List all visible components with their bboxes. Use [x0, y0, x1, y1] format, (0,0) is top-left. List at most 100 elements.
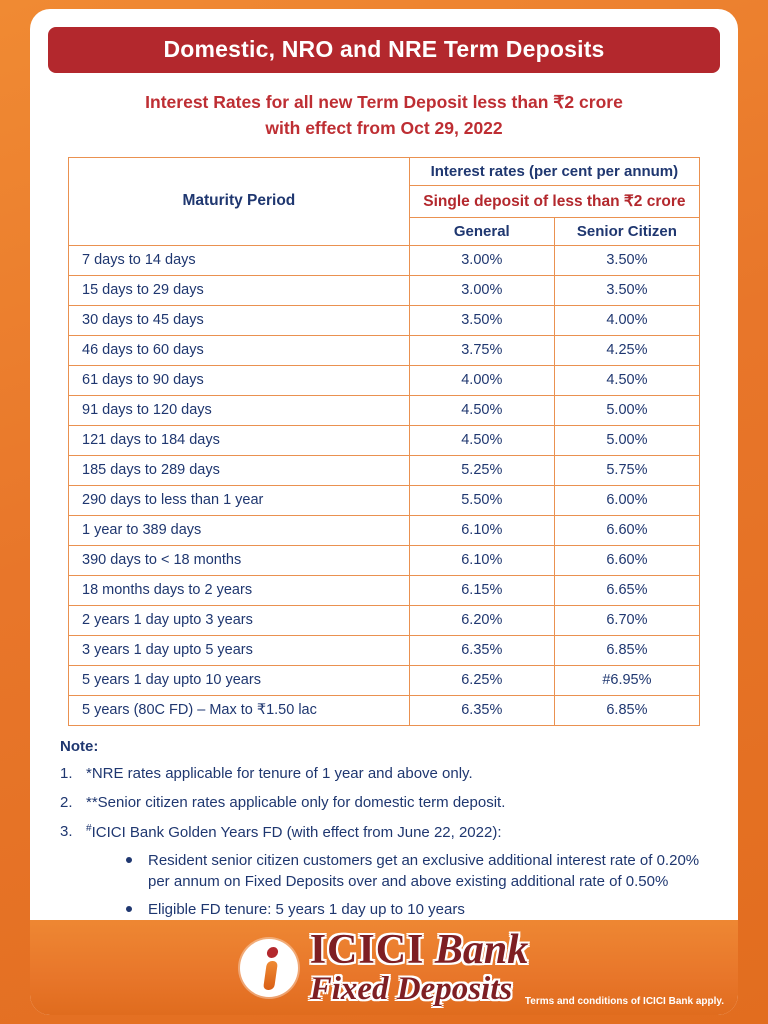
brand-icici: ICICI [309, 927, 425, 973]
general-rate-cell: 4.00% [408, 364, 555, 396]
table-row: 185 days to 289 days 5.25% 5.75% [68, 454, 701, 486]
senior-rate-cell: 6.85% [553, 694, 701, 726]
table-row: 1 year to 389 days 6.10% 6.60% [68, 514, 701, 546]
table-row: 5 years 1 day upto 10 years 6.25% #6.95% [68, 664, 701, 696]
bullet-icon [126, 905, 132, 912]
col-header-maturity: Maturity Period [68, 156, 410, 246]
table-row: 3 years 1 day upto 5 years 6.35% 6.85% [68, 634, 701, 666]
maturity-cell: 7 days to 14 days [68, 244, 410, 276]
table-row: 46 days to 60 days 3.75% 4.25% [68, 334, 701, 366]
bullet-item-1: Resident senior citizen customers get an… [126, 851, 700, 892]
footer-banner: ICICI Bank Fixed Deposits Terms and cond… [30, 920, 738, 1015]
note-item-3: 3. #ICICI Bank Golden Years FD (with eff… [60, 822, 700, 843]
col-header-senior-citizen: Senior Citizen [553, 216, 701, 246]
col-header-general: General [408, 216, 555, 246]
general-rate-cell: 3.50% [408, 304, 555, 336]
brand-name: ICICI Bank [310, 929, 529, 971]
document-card: Domestic, NRO and NRE Term Deposits Inte… [30, 9, 738, 1015]
senior-rate-cell: 6.00% [553, 484, 701, 516]
table-row: 61 days to 90 days 4.00% 4.50% [68, 364, 701, 396]
note-text: #ICICI Bank Golden Years FD (with effect… [86, 822, 502, 843]
general-rate-cell: 5.25% [408, 454, 555, 486]
senior-rate-cell: 4.00% [553, 304, 701, 336]
icici-i-dot [265, 946, 279, 958]
senior-rate-cell: 5.75% [553, 454, 701, 486]
note-item-1: 1. *NRE rates applicable for tenure of 1… [60, 764, 700, 784]
bullet-text: Resident senior citizen customers get an… [148, 852, 700, 890]
note-text: **Senior citizen rates applicable only f… [86, 793, 506, 811]
page-title: Domestic, NRO and NRE Term Deposits [48, 27, 720, 73]
maturity-cell: 1 year to 389 days [68, 514, 410, 546]
note-number: 2. [60, 793, 73, 811]
table-header-row-2: Single deposit of less than ₹2 crore [69, 184, 701, 218]
logo-wordmark: ICICI Bank Fixed Deposits [310, 929, 529, 1006]
maturity-cell: 290 days to less than 1 year [68, 484, 410, 516]
subtitle: Interest Rates for all new Term Deposit … [30, 89, 738, 142]
note-text: *NRE rates applicable for tenure of 1 ye… [86, 764, 473, 782]
senior-rate-cell: 5.00% [553, 394, 701, 426]
bullet-text: Eligible FD tenure: 5 years 1 day up to … [148, 900, 465, 918]
maturity-cell: 390 days to < 18 months [68, 544, 410, 576]
general-rate-cell: 6.15% [408, 574, 555, 606]
maturity-cell: 5 years 1 day upto 10 years [68, 664, 410, 696]
table-row: 121 days to 184 days 4.50% 5.00% [68, 424, 701, 456]
note-3-body: ICICI Bank Golden Years FD (with effect … [91, 824, 502, 841]
general-rate-cell: 6.35% [408, 694, 555, 726]
maturity-cell: 185 days to 289 days [68, 454, 410, 486]
general-rate-cell: 3.00% [408, 244, 555, 276]
table-row: 290 days to less than 1 year 5.50% 6.00% [68, 484, 701, 516]
senior-rate-cell: 3.50% [553, 244, 701, 276]
table-row: 5 years (80C FD) – Max to ₹1.50 lac 6.35… [68, 694, 701, 726]
maturity-cell: 5 years (80C FD) – Max to ₹1.50 lac [68, 694, 410, 726]
note-superscript-hash: # [86, 823, 92, 834]
maturity-cell: 18 months days to 2 years [68, 574, 410, 606]
senior-rate-cell: 5.00% [553, 424, 701, 456]
col-header-single-deposit: Single deposit of less than ₹2 crore [408, 184, 701, 218]
bullet-icon [126, 857, 132, 864]
col-header-interest-rates: Interest rates (per cent per annum) [408, 156, 701, 186]
note-number: 1. [60, 764, 73, 782]
maturity-cell: 91 days to 120 days [68, 394, 410, 426]
table-header-row-3: General Senior Citizen [69, 216, 701, 246]
table-row: 15 days to 29 days 3.00% 3.50% [68, 274, 701, 306]
maturity-cell: 15 days to 29 days [68, 274, 410, 306]
senior-rate-cell: 6.60% [553, 544, 701, 576]
table-row: 30 days to 45 days 3.50% 4.00% [68, 304, 701, 336]
general-rate-cell: 4.50% [408, 394, 555, 426]
general-rate-cell: 6.10% [408, 544, 555, 576]
senior-rate-cell: 6.85% [553, 634, 701, 666]
icici-i-stem [262, 960, 278, 990]
senior-rate-cell: 3.50% [553, 274, 701, 306]
rates-table-wrapper: Maturity Period Interest rates (per cent… [68, 156, 701, 726]
icici-i-icon [239, 938, 298, 997]
general-rate-cell: 6.25% [408, 664, 555, 696]
general-rate-cell: 3.75% [408, 334, 555, 366]
senior-rate-cell: #6.95% [553, 664, 701, 696]
maturity-cell: 121 days to 184 days [68, 424, 410, 456]
notes-section: Note: 1. *NRE rates applicable for tenur… [60, 738, 700, 921]
general-rate-cell: 6.35% [408, 634, 555, 666]
rates-table: Maturity Period Interest rates (per cent… [68, 156, 701, 726]
subtitle-line1: Interest Rates for all new Term Deposit … [145, 92, 623, 112]
general-rate-cell: 6.20% [408, 604, 555, 636]
general-rate-cell: 4.50% [408, 424, 555, 456]
brand-bank: Bank [424, 927, 529, 973]
table-row: 7 days to 14 days 3.00% 3.50% [68, 244, 701, 276]
senior-rate-cell: 4.25% [553, 334, 701, 366]
senior-rate-cell: 4.50% [553, 364, 701, 396]
table-row: 390 days to < 18 months 6.10% 6.60% [68, 544, 701, 576]
maturity-cell: 46 days to 60 days [68, 334, 410, 366]
terms-and-conditions-text: Terms and conditions of ICICI Bank apply… [524, 996, 724, 1007]
maturity-cell: 2 years 1 day upto 3 years [68, 604, 410, 636]
maturity-cell: 61 days to 90 days [68, 364, 410, 396]
bullet-item-2: Eligible FD tenure: 5 years 1 day up to … [126, 900, 700, 920]
notes-label: Note: [60, 737, 99, 755]
senior-rate-cell: 6.65% [553, 574, 701, 606]
note-item-2: 2. **Senior citizen rates applicable onl… [60, 793, 700, 813]
table-row: 91 days to 120 days 4.50% 5.00% [68, 394, 701, 426]
icici-bank-logo: ICICI Bank Fixed Deposits [239, 929, 529, 1006]
table-row: 18 months days to 2 years 6.15% 6.65% [68, 574, 701, 606]
table-header-row-1: Maturity Period Interest rates (per cent… [68, 156, 701, 246]
general-rate-cell: 6.10% [408, 514, 555, 546]
